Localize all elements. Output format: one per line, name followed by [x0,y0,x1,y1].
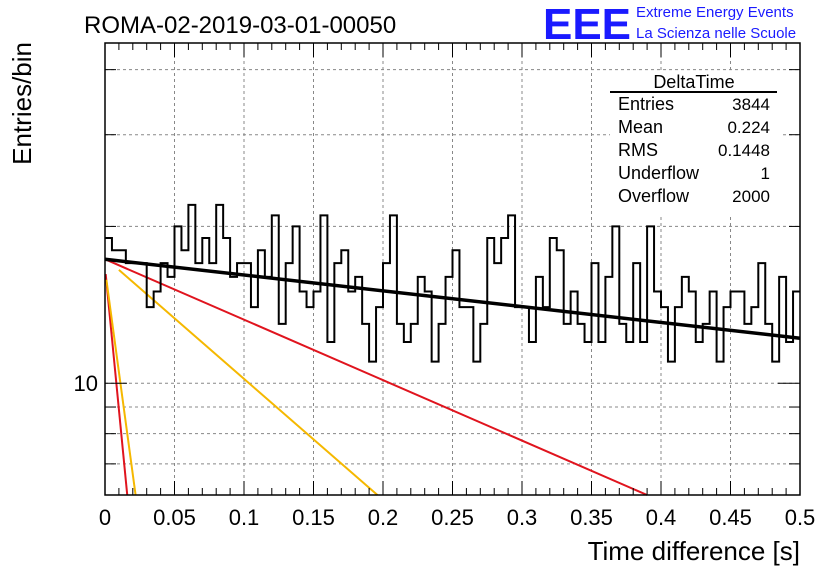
x-tick-label: 0.2 [368,505,399,530]
stats-label: Entries [618,94,674,114]
fit-series [104,257,801,340]
x-axis-label: Time difference [s] [588,536,800,566]
yellow-model-curve [118,269,379,496]
axes: 0 0.05 0.1 0.15 0.2 0.25 0.3 0.35 0.4 0.45 0.5 10 [74,42,816,530]
x-tick-label: 0.5 [785,505,816,530]
x-tick-label: 0 [99,505,111,530]
eee-logo: EEE [543,0,631,49]
model-curves [104,258,648,496]
stats-label: RMS [618,140,658,160]
stats-value: 3844 [732,95,770,114]
stats-value: 0.1448 [718,141,770,160]
plot-frame [104,42,801,496]
stats-value: 2000 [732,187,770,206]
run-title: ROMA-02-2019-03-01-00050 [84,12,396,39]
histogram-series [105,203,800,363]
logo-line-2: La Scienza nelle Scuole [636,25,796,42]
x-tick-label: 0.25 [431,505,474,530]
x-tick-label: 0.1 [229,505,260,530]
stats-value: 0.224 [727,118,770,137]
stats-label: Mean [618,117,663,137]
stats-label: Underflow [618,163,700,183]
y-axis-label: Entries/bin [7,42,37,165]
fit-line [104,257,801,340]
histogram-step-line [105,203,800,363]
y-tick-label: 10 [74,371,98,396]
stats-value: 1 [761,164,770,183]
logo-line-1: Extreme Energy Events [636,4,794,21]
grid [104,43,801,495]
red-model-curve [104,258,648,496]
x-tick-label: 0.3 [507,505,538,530]
stats-label: Overflow [618,186,690,206]
yellow-model-curve [105,279,137,496]
x-tick-label: 0.35 [570,505,613,530]
x-tick-label: 0.05 [153,505,196,530]
stats-box: DeltaTime Entries 3844 Mean 0.224 RMS 0.1448 U… [610,72,780,214]
stats-box-title: DeltaTime [653,72,734,92]
red-model-curve [104,273,129,496]
x-tick-label: 0.15 [292,505,335,530]
stats-box-background [610,72,780,214]
x-tick-label: 0.45 [709,505,752,530]
x-tick-label: 0.4 [646,505,677,530]
